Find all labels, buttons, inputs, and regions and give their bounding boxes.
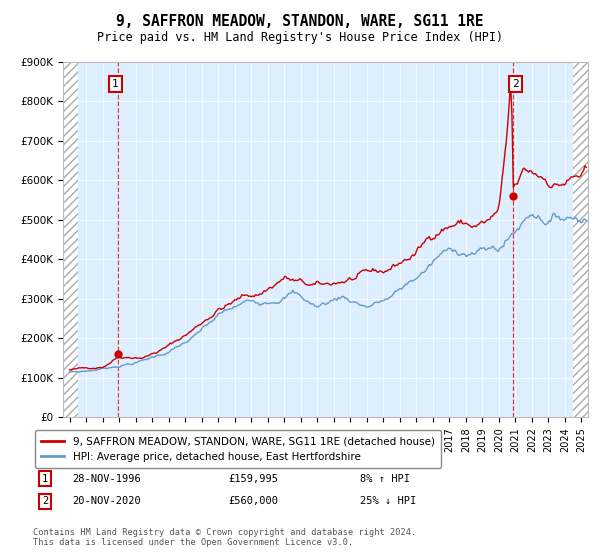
Text: 28-NOV-1996: 28-NOV-1996 bbox=[72, 474, 141, 484]
Text: 8% ↑ HPI: 8% ↑ HPI bbox=[360, 474, 410, 484]
Text: 1: 1 bbox=[112, 80, 119, 90]
Text: 1: 1 bbox=[42, 474, 48, 484]
Text: 9, SAFFRON MEADOW, STANDON, WARE, SG11 1RE: 9, SAFFRON MEADOW, STANDON, WARE, SG11 1… bbox=[116, 14, 484, 29]
Polygon shape bbox=[573, 62, 588, 417]
Legend: 9, SAFFRON MEADOW, STANDON, WARE, SG11 1RE (detached house), HPI: Average price,: 9, SAFFRON MEADOW, STANDON, WARE, SG11 1… bbox=[35, 430, 441, 468]
Text: Price paid vs. HM Land Registry's House Price Index (HPI): Price paid vs. HM Land Registry's House … bbox=[97, 31, 503, 44]
Text: 25% ↓ HPI: 25% ↓ HPI bbox=[360, 496, 416, 506]
Text: Contains HM Land Registry data © Crown copyright and database right 2024.
This d: Contains HM Land Registry data © Crown c… bbox=[33, 528, 416, 547]
Text: 20-NOV-2020: 20-NOV-2020 bbox=[72, 496, 141, 506]
Polygon shape bbox=[63, 62, 78, 417]
Text: £560,000: £560,000 bbox=[228, 496, 278, 506]
Text: 2: 2 bbox=[512, 80, 519, 90]
Text: £159,995: £159,995 bbox=[228, 474, 278, 484]
Text: 2: 2 bbox=[42, 496, 48, 506]
